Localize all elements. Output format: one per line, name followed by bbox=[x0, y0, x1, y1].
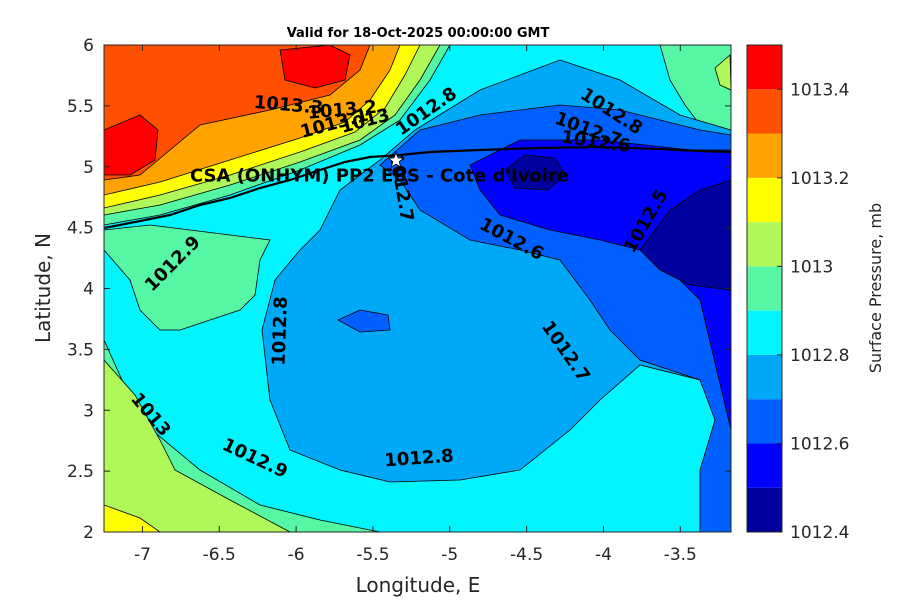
x-tick-label: -7 bbox=[134, 545, 151, 565]
colorbar-segment bbox=[747, 222, 782, 267]
x-tick-label: -5.5 bbox=[356, 545, 389, 565]
colorbar-label: Surface Pressure, mb bbox=[866, 203, 885, 373]
colorbar-tick-label: 1013.2 bbox=[790, 169, 849, 189]
colorbar-frame bbox=[746, 44, 783, 533]
y-tick-label: 4 bbox=[83, 280, 94, 300]
y-axis-label: Latitude, N bbox=[31, 233, 55, 343]
coastline bbox=[104, 145, 731, 230]
y-tick-label: 6 bbox=[83, 36, 94, 56]
colorbar-tick-label: 1012.6 bbox=[790, 434, 849, 454]
y-tick-label: 2 bbox=[83, 523, 94, 543]
colorbar-segment bbox=[747, 133, 782, 178]
x-axis-label: Longitude, E bbox=[356, 573, 481, 597]
y-tick-label: 5 bbox=[83, 158, 94, 178]
x-tick-label: -3.5 bbox=[664, 545, 697, 565]
colorbar-segment bbox=[747, 45, 782, 90]
colorbar-segment bbox=[747, 487, 782, 532]
fill-1012-9-west bbox=[104, 224, 271, 331]
colorbar: 1012.4 1012.6 1012.8 1013 1013.2 1013.4 bbox=[746, 44, 849, 543]
contour-label: 1012.8 bbox=[269, 296, 292, 366]
x-tick-label: -6 bbox=[288, 545, 305, 565]
colorbar-segment bbox=[747, 89, 782, 134]
chart-title: Valid for 18-Oct-2025 00:00:00 GMT bbox=[287, 26, 550, 41]
fill-1013-south bbox=[104, 359, 291, 532]
station-star-marker bbox=[387, 151, 405, 168]
colorbar-segment bbox=[747, 310, 782, 355]
fill-1012-4-east bbox=[639, 179, 731, 291]
x-tick-label: -4.5 bbox=[510, 545, 543, 565]
contour-field bbox=[104, 45, 731, 532]
x-axis: -7 -6.5 -6 -5.5 -5 -4.5 -4 -3.5 bbox=[134, 45, 697, 565]
station-label: CSA (ONHYM) PP2 EBS - Cote d'Ivoire bbox=[190, 166, 569, 187]
station-layer: CSA (ONHYM) PP2 EBS - Cote d'Ivoire bbox=[190, 151, 569, 187]
colorbar-segment bbox=[747, 177, 782, 223]
fill-1012-5 bbox=[469, 139, 731, 431]
colorbar-segment bbox=[747, 354, 782, 400]
fill-1013-4-north bbox=[279, 45, 351, 89]
fill-1013-1-south bbox=[104, 504, 161, 532]
y-tick-label: 4.5 bbox=[67, 219, 94, 239]
colorbar-tick-label: 1013.4 bbox=[790, 80, 849, 100]
colorbar-segment bbox=[747, 399, 782, 444]
x-tick-label: -5 bbox=[441, 545, 458, 565]
colorbar-segment bbox=[747, 443, 782, 488]
colorbar-segment bbox=[747, 266, 782, 311]
contour-label: 1012.8 bbox=[384, 446, 455, 472]
fill-1013-northeast bbox=[714, 54, 731, 91]
y-axis: 2 2.5 3 3.5 4 4.5 5 5.5 6 bbox=[67, 36, 731, 543]
x-tick-label: -4 bbox=[595, 545, 612, 565]
fill-1012-4-center bbox=[504, 154, 566, 191]
colorbar-tick-label: 1012.4 bbox=[790, 523, 849, 543]
x-tick-label: -6.5 bbox=[203, 545, 236, 565]
colorbar-tick-label: 1013 bbox=[790, 257, 833, 277]
y-tick-label: 3.5 bbox=[67, 340, 94, 360]
y-tick-label: 3 bbox=[83, 401, 94, 421]
y-tick-label: 5.5 bbox=[67, 97, 94, 117]
colorbar-tick-label: 1012.8 bbox=[790, 346, 849, 366]
fill-1012-6-pocket bbox=[337, 309, 391, 333]
y-tick-label: 2.5 bbox=[67, 462, 94, 482]
fill-1013-4-west bbox=[104, 114, 159, 176]
